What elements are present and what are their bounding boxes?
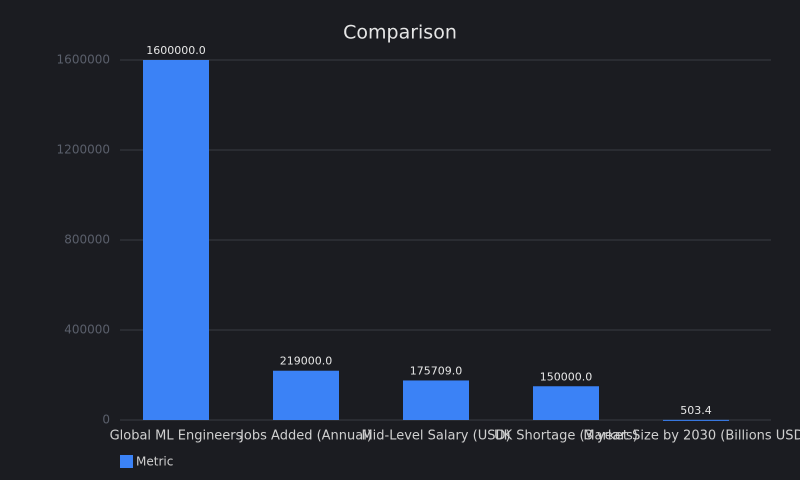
x-tick-label: Market Size by 2030 (Billions USD) (583, 429, 800, 444)
bar (533, 386, 599, 420)
bar (273, 370, 339, 420)
y-tick-label: 400000 (64, 323, 110, 337)
x-tick-label: Mid-Level Salary (USD) (361, 429, 510, 444)
value-label: 150000.0 (540, 370, 593, 383)
value-label: 503.4 (680, 404, 712, 417)
value-label: 1600000.0 (146, 44, 206, 57)
bar (663, 419, 729, 421)
bar (403, 380, 469, 420)
y-tick-label: 1200000 (57, 143, 110, 157)
x-tick-label: UK Shortage (3 years) (494, 429, 638, 444)
x-tick-label: Jobs Added (Annual) (239, 429, 372, 444)
legend-swatch (120, 455, 133, 468)
y-tick-label: 1600000 (57, 53, 110, 67)
y-tick-label: 0 (102, 413, 110, 427)
legend-label: Metric (136, 455, 173, 469)
bar (143, 60, 209, 420)
value-label: 175709.0 (410, 364, 463, 377)
y-tick-label: 800000 (64, 233, 110, 247)
value-label: 219000.0 (280, 355, 333, 368)
x-tick-label: Global ML Engineers (110, 429, 243, 444)
chart-title: Comparison (343, 22, 457, 44)
